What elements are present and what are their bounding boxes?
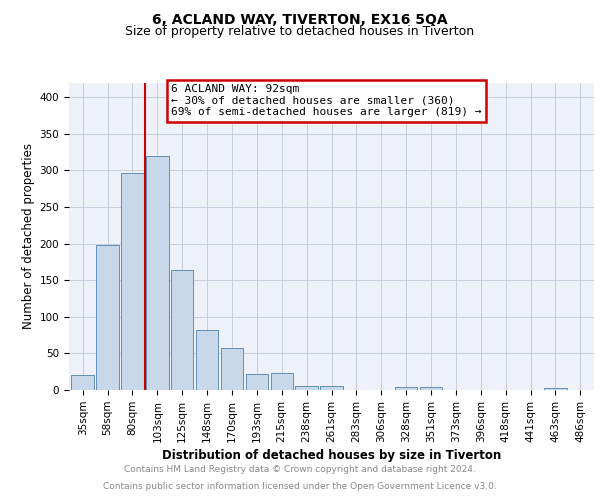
Text: Size of property relative to detached houses in Tiverton: Size of property relative to detached ho… [125,25,475,38]
Bar [121,172,143,390]
Bar [97,245,119,390]
Text: Contains public sector information licensed under the Open Government Licence v3: Contains public sector information licen… [103,482,497,491]
Bar [245,374,268,390]
Bar [171,270,193,390]
Y-axis label: Number of detached properties: Number of detached properties [22,143,35,329]
Text: 6, ACLAND WAY, TIVERTON, EX16 5QA: 6, ACLAND WAY, TIVERTON, EX16 5QA [152,12,448,26]
Bar [320,386,343,390]
Bar [395,387,418,390]
Text: 6 ACLAND WAY: 92sqm
← 30% of detached houses are smaller (360)
69% of semi-detac: 6 ACLAND WAY: 92sqm ← 30% of detached ho… [172,84,482,117]
Bar [544,388,566,390]
Bar [196,330,218,390]
Bar [271,373,293,390]
Bar [420,387,442,390]
X-axis label: Distribution of detached houses by size in Tiverton: Distribution of detached houses by size … [162,449,501,462]
Bar [295,386,318,390]
Bar [71,376,94,390]
Bar [146,156,169,390]
Text: Contains HM Land Registry data © Crown copyright and database right 2024.: Contains HM Land Registry data © Crown c… [124,465,476,474]
Bar [221,348,243,390]
